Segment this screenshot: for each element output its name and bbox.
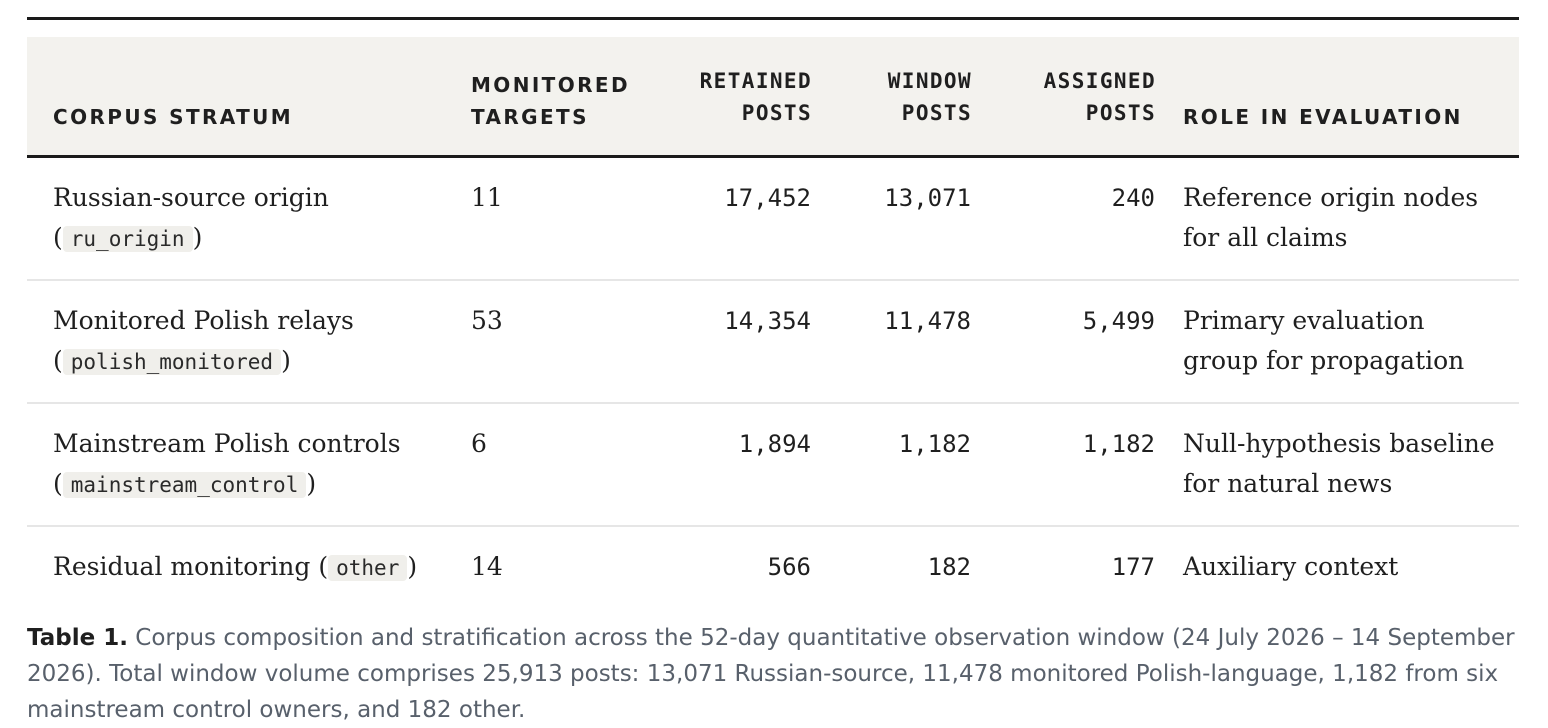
table-row: Monitored Polish relays (polish_monitore… xyxy=(27,279,1519,404)
cell-targets: 53 xyxy=(471,279,641,404)
stratum-name: Residual monitoring xyxy=(53,551,311,581)
cell-stratum: Monitored Polish relays (polish_monitore… xyxy=(27,279,471,404)
cell-assigned: 240 xyxy=(972,156,1156,281)
open-paren: ( xyxy=(53,345,63,375)
table-caption: Table 1. Corpus composition and stratifi… xyxy=(27,620,1519,728)
close-paren: ) xyxy=(281,345,291,375)
stratum-code: other xyxy=(328,554,408,581)
stratum-name: Russian-source origin xyxy=(53,182,329,212)
cell-stratum: Residual monitoring (other) xyxy=(27,526,471,608)
cell-retained: 17,452 xyxy=(641,156,812,281)
cell-window: 182 xyxy=(927,552,971,581)
stratum-code: polish_monitored xyxy=(62,348,282,375)
stratum-code: ru_origin xyxy=(62,225,193,252)
header-row: CORPUS STRATUM MONITORED TARGETS RETAINE… xyxy=(27,37,1519,158)
cell-role: Primary evaluation group for propagation xyxy=(1156,279,1519,404)
header-window-posts-line1: WINDOW xyxy=(887,68,972,93)
close-paren: ) xyxy=(306,468,317,498)
cell-retained: 1,894 xyxy=(641,402,812,527)
cell-role: Null-hypothesis baseline for natural new… xyxy=(1156,402,1519,527)
header-retained-posts-line2: POSTS xyxy=(741,100,812,125)
header-corpus-stratum: CORPUS STRATUM xyxy=(27,37,471,158)
header-window-posts-line2: POSTS xyxy=(901,100,972,125)
cell-assigned: 177 xyxy=(1111,552,1155,581)
header-assigned-posts-line1: ASSIGNED xyxy=(1043,68,1156,93)
cell-role: Auxiliary context xyxy=(1183,551,1399,581)
corpus-table: CORPUS STRATUM MONITORED TARGETS RETAINE… xyxy=(27,37,1519,608)
caption-label: Table 1. xyxy=(27,625,128,651)
cell-window: 11,478 xyxy=(812,279,972,404)
stratum-name: Monitored Polish relays xyxy=(53,305,354,335)
header-monitored-targets: MONITORED TARGETS xyxy=(471,37,641,158)
cell-stratum: Mainstream Polish controls (mainstream_c… xyxy=(27,402,471,527)
header-monitored-targets-line1: MONITORED xyxy=(471,72,630,97)
open-paren: ( xyxy=(53,222,63,252)
cell-targets: 6 xyxy=(471,402,641,527)
table-body: Russian-source origin (ru_origin) 11 17,… xyxy=(27,156,1519,608)
header-assigned-posts-line2: POSTS xyxy=(1085,100,1156,125)
cell-assigned: 1,182 xyxy=(972,402,1156,527)
header-role-in-evaluation: ROLE IN EVALUATION xyxy=(1156,37,1519,158)
close-paren: ) xyxy=(192,222,203,252)
stratum-name: Mainstream Polish controls xyxy=(53,428,401,458)
cell-retained: 14,354 xyxy=(641,279,812,404)
close-paren: ) xyxy=(407,551,418,581)
cell-stratum: Russian-source origin (ru_origin) xyxy=(27,156,471,281)
header-role-label: ROLE IN EVALUATION xyxy=(1183,104,1463,129)
caption-text: Corpus composition and stratification ac… xyxy=(27,625,1515,723)
table-row: Russian-source origin (ru_origin) 11 17,… xyxy=(27,156,1519,281)
table-row: Mainstream Polish controls (mainstream_c… xyxy=(27,402,1519,527)
header-retained-posts-line1: RETAINED xyxy=(699,68,812,93)
cell-assigned: 5,499 xyxy=(972,279,1156,404)
header-window-posts: WINDOW POSTS xyxy=(812,37,972,158)
open-paren: ( xyxy=(318,551,329,581)
open-paren: ( xyxy=(53,468,63,498)
cell-window: 1,182 xyxy=(812,402,972,527)
header-retained-posts: RETAINED POSTS xyxy=(641,37,812,158)
cell-targets: 14 xyxy=(471,551,503,581)
stratum-code: mainstream_control xyxy=(62,471,307,498)
table-header: CORPUS STRATUM MONITORED TARGETS RETAINE… xyxy=(27,37,1519,158)
header-assigned-posts: ASSIGNED POSTS xyxy=(972,37,1156,158)
header-corpus-stratum-label: CORPUS STRATUM xyxy=(53,104,294,129)
cell-window: 13,071 xyxy=(812,156,972,281)
top-rule xyxy=(27,17,1519,20)
cell-role: Reference origin nodes for all claims xyxy=(1156,156,1519,281)
cell-retained: 566 xyxy=(767,552,811,581)
header-monitored-targets-line2: TARGETS xyxy=(471,104,589,129)
cell-targets: 11 xyxy=(471,156,641,281)
table-row: Residual monitoring (other) 14 566 182 1… xyxy=(27,526,1519,608)
